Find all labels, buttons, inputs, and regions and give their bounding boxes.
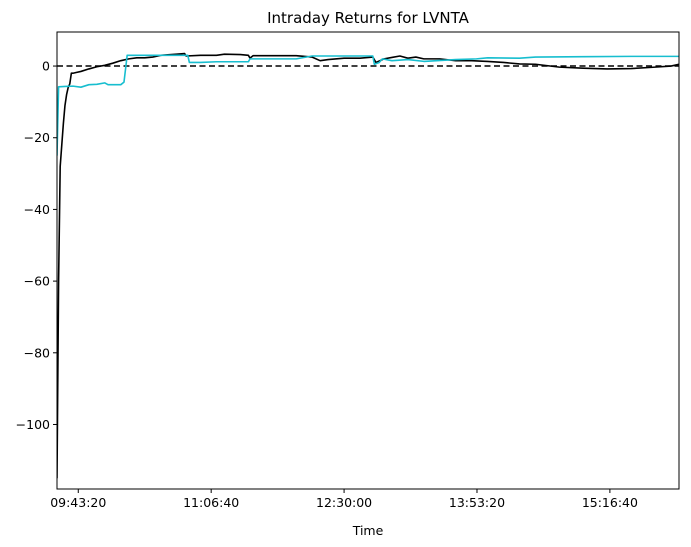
x-tick-label: 11:06:40 <box>183 495 239 510</box>
plot-area: 09:43:20 11:06:40 12:30:00 13:53:20 15:16:40… <box>16 31 680 510</box>
x-tick-label: 15:16:40 <box>582 495 638 510</box>
y-tick-label: −80 <box>24 345 50 360</box>
series-line-2 <box>57 54 679 156</box>
y-tick-label: −20 <box>24 130 50 145</box>
x-tick-label: 09:43:20 <box>50 495 106 510</box>
y-tick-label: −100 <box>16 417 50 432</box>
y-tick-label: 0 <box>42 59 50 74</box>
axes-frame <box>56 31 680 490</box>
y-tick-label: −40 <box>24 202 50 217</box>
x-tick-label: 12:30:00 <box>316 495 372 510</box>
chart-title: Intraday Returns for LVNTA <box>267 9 469 27</box>
x-axis-label: Time <box>352 523 384 538</box>
series-line-1 <box>57 52 679 479</box>
y-tick-label: −60 <box>24 274 50 289</box>
x-tick-label: 13:53:20 <box>449 495 505 510</box>
